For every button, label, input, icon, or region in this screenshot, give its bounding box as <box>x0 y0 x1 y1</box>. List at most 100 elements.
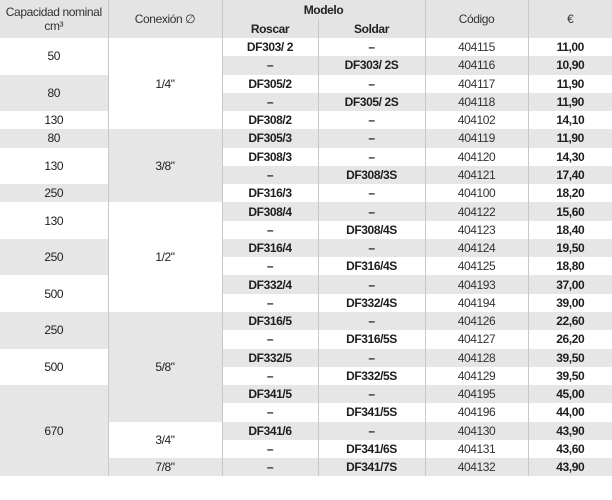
table-row: 7/8" – DF341/7S 404132 43,90 <box>0 458 612 477</box>
thread-model-cell: DF303/ 2 <box>221 38 318 57</box>
table-row: – DF308/4S 404123 18,40 <box>0 220 612 239</box>
price-cell: 43,60 <box>527 439 612 459</box>
thread-model-cell: DF316/3 <box>221 184 318 203</box>
table-body: 50 1/4" DF303/ 2–404115 11,00– DF303/ 2S 4041… <box>0 38 612 477</box>
code-cell: 404127 <box>424 330 529 349</box>
code-cell: 404116 <box>424 56 529 75</box>
thread-model-cell: – <box>221 220 318 239</box>
capacity-cell: 500 <box>44 286 64 301</box>
header-thread: Roscar <box>221 19 318 38</box>
solder-model-cell: – <box>317 74 426 93</box>
solder-model-cell: DF316/4S <box>317 257 426 276</box>
code-cell: 404125 <box>424 257 529 276</box>
solder-model-cell: – <box>317 311 426 331</box>
thread-model-cell: – <box>221 56 318 75</box>
table-row: – DF303/ 2S 404116 10,90 <box>0 56 612 75</box>
table-row: – DF308/3S 404121 17,40 <box>0 165 612 185</box>
price-cell: 19,50 <box>527 238 612 258</box>
solder-model-cell: DF316/5S <box>317 330 426 349</box>
table-row: 130 DF308/3–404120 14,30 <box>0 147 612 173</box>
solder-model-cell: DF303/ 2S <box>317 56 426 75</box>
code-cell: 404193 <box>424 275 529 294</box>
capacity-cell: 670 <box>0 385 108 477</box>
solder-model-cell: – <box>317 38 426 57</box>
code-cell: 404129 <box>424 366 529 386</box>
solder-model-cell: DF308/4S <box>317 220 426 239</box>
table-row: 500 DF332/5–404128 39,50 <box>0 348 612 374</box>
table-row: 250 DF316/4–404124 19,50 <box>0 238 612 276</box>
price-cell: 39,50 <box>527 366 612 386</box>
price-cell: 39,50 <box>527 348 612 367</box>
price-cell: 14,30 <box>527 147 612 166</box>
table-row: 3/4" DF341/6– 404130 43,90 <box>0 421 612 459</box>
thread-model-cell: – <box>221 439 318 459</box>
code-cell: 404122 <box>424 202 529 221</box>
thread-model-cell: DF341/6 <box>221 421 318 440</box>
connection-cell: 5/8" <box>107 311 222 422</box>
header-code: Código <box>424 0 529 38</box>
code-cell: 404120 <box>424 147 529 166</box>
header-capacity: Capacidad nominal cm³ <box>0 0 108 38</box>
price-cell: 11,00 <box>527 38 612 57</box>
capacity-cell: 250 <box>0 311 108 349</box>
price-cell: 18,80 <box>527 257 612 276</box>
price-cell: 44,00 <box>527 403 612 422</box>
table-row: – DF341/6S 404131 43,60 <box>0 439 612 459</box>
thread-model-cell: DF332/4 <box>221 275 318 294</box>
capacity-cell: 130 <box>44 158 64 173</box>
code-cell: 404126 <box>424 311 529 331</box>
table-row: 80 3/8" DF305/3–404119 11,90 <box>0 129 612 203</box>
thread-model-cell: DF341/5 <box>221 385 318 404</box>
solder-model-cell: – <box>317 385 426 404</box>
solder-model-cell: DF308/3S <box>317 165 426 185</box>
price-cell: 43,90 <box>527 421 612 440</box>
thread-model-cell: DF332/5 <box>221 348 318 367</box>
connection-cell: 3/4" <box>107 421 222 459</box>
table-row: – DF316/4S 404125 18,80 <box>0 257 612 276</box>
price-cell: 18,20 <box>527 184 612 203</box>
code-cell: 404130 <box>424 421 529 440</box>
table-row: – DF316/5S 404127 26,20 <box>0 330 612 349</box>
thread-model-cell: – <box>221 92 318 112</box>
solder-model-cell: DF341/6S <box>317 439 426 459</box>
code-cell: 404128 <box>424 348 529 367</box>
table-row: 130 1/2" DF308/4–404122 15,60 <box>0 202 612 312</box>
code-cell: 404119 <box>424 129 529 148</box>
header-connection: Conexión ∅ <box>107 0 222 38</box>
thread-model-cell: – <box>221 330 318 349</box>
thread-model-cell: – <box>221 293 318 312</box>
thread-model-cell: DF308/4 <box>221 202 318 221</box>
price-cell: 10,90 <box>527 56 612 75</box>
solder-model-cell: – <box>317 348 426 367</box>
price-cell: 45,00 <box>527 385 612 404</box>
price-cell: 39,00 <box>527 293 612 312</box>
thread-model-cell: – <box>221 257 318 276</box>
capacity-cell: 130 <box>44 113 64 128</box>
price-cell: 15,60 <box>527 202 612 221</box>
price-cell: 18,40 <box>527 220 612 239</box>
thread-model-cell: DF308/3 <box>221 147 318 166</box>
code-cell: 404102 <box>424 111 529 130</box>
thread-model-cell: DF305/3 <box>221 129 318 148</box>
table-row: 50 1/4" DF303/ 2–404115 11,00 <box>0 38 612 130</box>
thread-model-cell: – <box>221 458 318 477</box>
solder-model-cell: DF341/7S <box>317 458 426 477</box>
capacity-cell: 250 <box>0 238 108 276</box>
table-row: 500 DF332/4–404193 37,00 <box>0 275 612 301</box>
table-row: 670 DF341/5–404195 45,00 <box>0 385 612 477</box>
code-cell: 404123 <box>424 220 529 239</box>
solder-model-cell: – <box>317 147 426 166</box>
table-row: 250 DF316/3–404100 18,20 <box>0 184 612 203</box>
price-cell: 11,90 <box>527 74 612 93</box>
thread-model-cell: – <box>221 403 318 422</box>
code-cell: 404195 <box>424 385 529 404</box>
price-cell: 43,90 <box>527 458 612 477</box>
price-cell: 22,60 <box>527 311 612 331</box>
code-cell: 404196 <box>424 403 529 422</box>
header-model: Modelo <box>221 0 426 19</box>
thread-model-cell: DF316/4 <box>221 238 318 258</box>
price-cell: 37,00 <box>527 275 612 294</box>
capacity-cell: 500 <box>44 359 64 374</box>
connection-cell: 3/8" <box>107 129 222 203</box>
table-row: – DF332/5S 404129 39,50 <box>0 366 612 386</box>
